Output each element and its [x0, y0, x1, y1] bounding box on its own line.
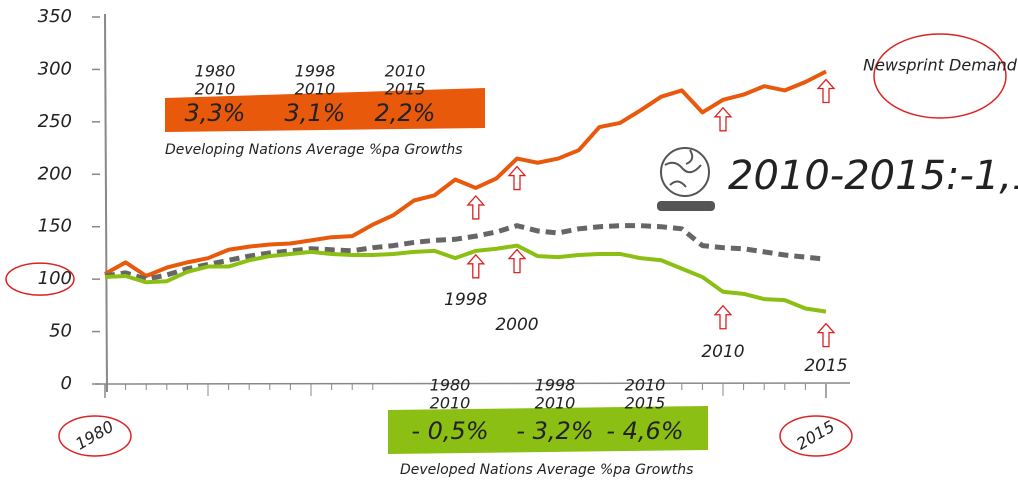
arrow — [466, 253, 486, 279]
period-from: 2010 — [625, 376, 666, 395]
year-marker-label: 2015 — [804, 356, 847, 376]
x-tick-label: 1980 — [72, 417, 117, 454]
growth-value: - 4,6% — [606, 417, 683, 445]
y-tick-label: 50 — [49, 321, 72, 342]
y-tick-label: 350 — [38, 6, 72, 27]
growth-value: 3,3% — [185, 99, 246, 127]
y-label-circle — [5, 262, 75, 296]
period-from: 1998 — [535, 376, 576, 395]
arrow — [466, 194, 486, 220]
series-line — [104, 69, 827, 278]
arrow — [507, 165, 527, 191]
period-to: 2010 — [195, 80, 236, 99]
period-from: 2010 — [385, 62, 426, 81]
period-to: 2015 — [385, 80, 426, 99]
growth-value: - 3,2% — [516, 417, 593, 445]
x-tick-label: 2015 — [793, 417, 838, 454]
growth-value: 3,1% — [285, 99, 346, 127]
globe-icon — [657, 147, 715, 211]
series-line — [104, 223, 827, 282]
x-label-circle — [58, 415, 132, 457]
chart-title: Newsprint Demand — [863, 56, 1018, 75]
y-tick-label: 0 — [61, 373, 72, 394]
arrow — [816, 322, 836, 348]
series-line — [104, 243, 827, 314]
title-circle — [873, 33, 1007, 119]
y-tick-label: 150 — [38, 216, 72, 237]
x-label-circle — [779, 415, 853, 457]
developed-box — [388, 406, 708, 454]
period-from: 1980 — [430, 376, 471, 395]
arrow — [816, 78, 836, 104]
arrow — [507, 248, 527, 274]
arrow — [713, 304, 733, 330]
arrow — [713, 106, 733, 132]
period-to: 2010 — [430, 394, 471, 413]
growth-value: 2,2% — [375, 99, 436, 127]
y-tick-label: 300 — [38, 58, 72, 79]
y-tick-label: 100 — [38, 268, 72, 289]
period-from: 1980 — [195, 62, 236, 81]
y-axis — [104, 13, 108, 393]
period-to: 2010 — [535, 394, 576, 413]
developed-caption: Developed Nations Average %pa Growths — [400, 462, 693, 478]
year-marker-label: 1998 — [444, 290, 487, 310]
period-from: 1998 — [295, 62, 336, 81]
world-growth: 2010-2015:-1,1% — [728, 153, 1018, 199]
growth-value: - 0,5% — [411, 417, 488, 445]
period-to: 2010 — [295, 80, 336, 99]
y-tick-label: 200 — [38, 163, 72, 184]
year-marker-label: 2000 — [495, 315, 538, 335]
year-marker-label: 2010 — [701, 342, 744, 362]
period-to: 2015 — [625, 394, 666, 413]
developing-box — [165, 88, 485, 132]
x-axis — [94, 382, 851, 385]
developing-caption: Developing Nations Average %pa Growths — [165, 142, 463, 158]
y-tick-label: 250 — [38, 111, 72, 132]
